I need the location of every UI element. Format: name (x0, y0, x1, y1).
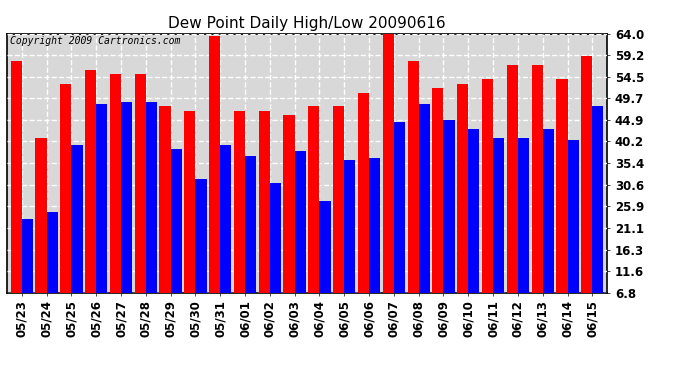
Text: Copyright 2009 Cartronics.com: Copyright 2009 Cartronics.com (10, 36, 180, 46)
Bar (518, 138, 529, 323)
Bar (358, 93, 369, 323)
Bar (383, 34, 394, 323)
Bar (234, 111, 245, 323)
Bar (159, 106, 170, 323)
Bar (295, 152, 306, 323)
Bar (195, 178, 206, 323)
Bar (146, 102, 157, 323)
Bar (85, 70, 96, 323)
Bar (369, 158, 380, 323)
Bar (47, 212, 58, 323)
Bar (121, 102, 132, 323)
Bar (592, 106, 604, 323)
Bar (184, 111, 195, 323)
Bar (493, 138, 504, 323)
Bar (408, 61, 419, 323)
Bar (444, 120, 455, 323)
Bar (96, 104, 108, 323)
Bar (71, 145, 83, 323)
Bar (469, 129, 480, 323)
Bar (531, 65, 543, 323)
Bar (220, 145, 231, 323)
Bar (319, 201, 331, 323)
Bar (209, 36, 220, 323)
Bar (135, 75, 146, 323)
Bar (482, 79, 493, 323)
Bar (110, 75, 121, 323)
Bar (259, 111, 270, 323)
Bar (394, 122, 405, 323)
Bar (245, 156, 256, 323)
Bar (506, 65, 518, 323)
Title: Dew Point Daily High/Low 20090616: Dew Point Daily High/Low 20090616 (168, 16, 446, 31)
Bar (170, 149, 181, 323)
Bar (60, 84, 71, 323)
Bar (567, 140, 579, 323)
Bar (22, 219, 33, 323)
Bar (333, 106, 344, 323)
Bar (10, 61, 22, 323)
Bar (284, 115, 295, 323)
Bar (419, 104, 430, 323)
Bar (581, 56, 592, 323)
Bar (457, 84, 469, 323)
Bar (344, 160, 355, 323)
Bar (433, 88, 444, 323)
Bar (35, 138, 47, 323)
Bar (556, 79, 567, 323)
Bar (270, 183, 281, 323)
Bar (308, 106, 319, 323)
Bar (543, 129, 554, 323)
